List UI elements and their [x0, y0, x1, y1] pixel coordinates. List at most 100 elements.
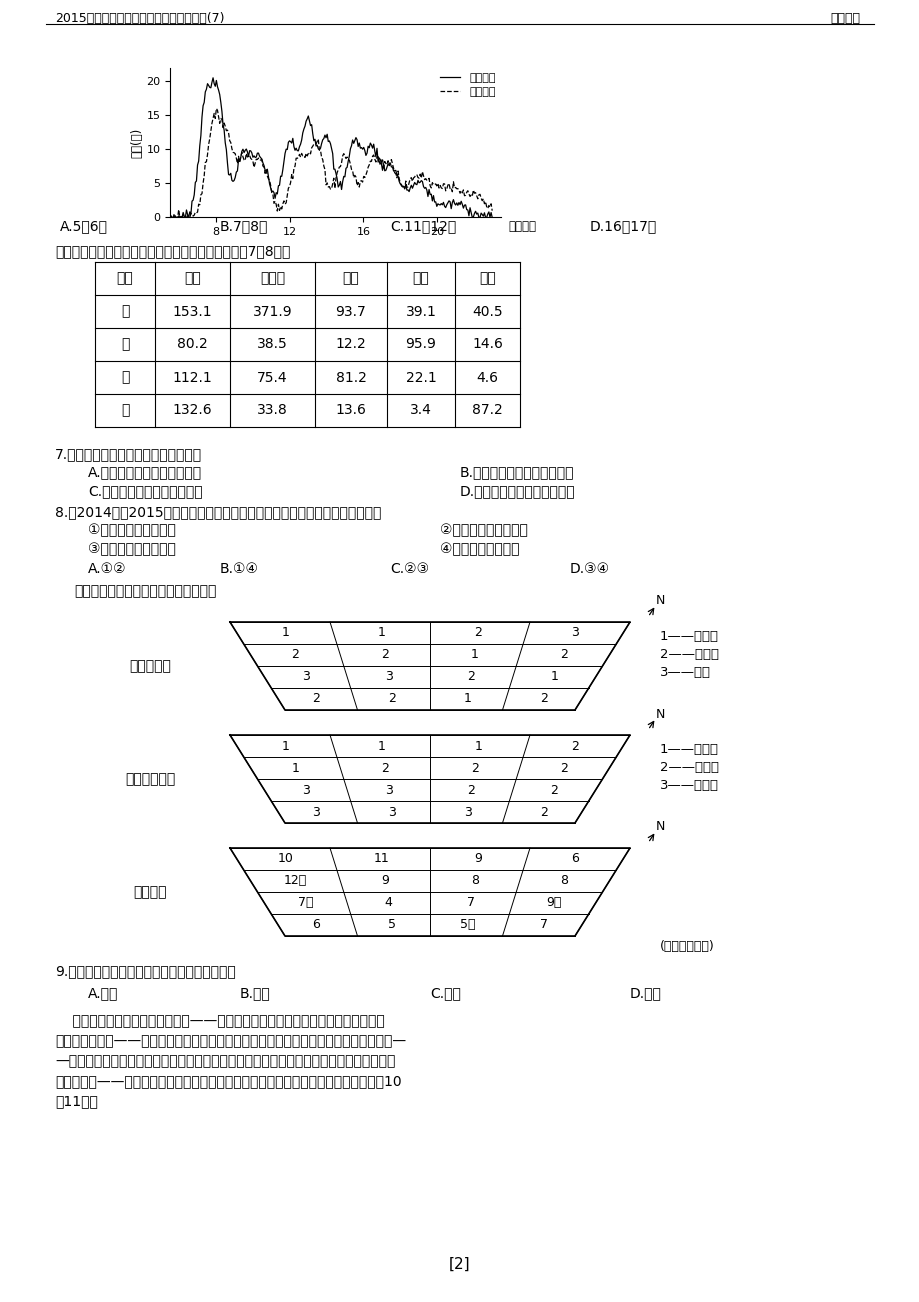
- Text: 原煤: 原煤: [342, 272, 359, 285]
- Text: B.乙处: B.乙处: [240, 986, 270, 1000]
- Text: 2: 2: [539, 806, 547, 819]
- Text: 3: 3: [384, 671, 392, 684]
- Text: 交通线图层: 交通线图层: [129, 659, 171, 673]
- Text: 读某城市相关数据图，回答下列问题。: 读某城市相关数据图，回答下列问题。: [74, 585, 216, 598]
- Text: 87.2: 87.2: [471, 404, 503, 418]
- Text: 2: 2: [571, 740, 578, 753]
- Text: 2: 2: [474, 626, 482, 639]
- Text: 9: 9: [380, 875, 389, 888]
- Text: 7: 7: [539, 918, 548, 931]
- Text: 14.6: 14.6: [471, 337, 503, 352]
- Text: 7丙: 7丙: [298, 897, 313, 910]
- Text: 1: 1: [291, 762, 299, 775]
- Text: D.16～17时: D.16～17时: [589, 219, 656, 233]
- Text: ②航空、物流业将受益: ②航空、物流业将受益: [439, 523, 528, 536]
- Text: 丙: 丙: [120, 371, 129, 384]
- Text: A.①②: A.①②: [88, 562, 127, 575]
- Text: ①利于新能源产业发展: ①利于新能源产业发展: [88, 523, 176, 536]
- Text: 2: 2: [560, 648, 568, 661]
- Text: 8: 8: [471, 875, 478, 888]
- Text: C.②③: C.②③: [390, 562, 428, 575]
- Text: B.7～8时: B.7～8时: [220, 219, 268, 233]
- Text: 2——住宅区: 2——住宅区: [659, 760, 719, 773]
- Text: C.丙处: C.丙处: [429, 986, 460, 1000]
- Text: 3: 3: [384, 784, 392, 797]
- Text: —向上下游延伸价值链，如从加工环节向设计、营销、品牌等环节延伸，提高产品附加值；: —向上下游延伸价值链，如从加工环节向设计、营销、品牌等环节延伸，提高产品附加值；: [55, 1055, 395, 1068]
- Text: ～11题。: ～11题。: [55, 1094, 97, 1108]
- Text: 132.6: 132.6: [173, 404, 212, 418]
- Text: N: N: [654, 820, 664, 833]
- Text: 2015年福建省达标校暑期高二文综集训营(7): 2015年福建省达标校暑期高二文综集训营(7): [55, 12, 224, 25]
- Text: D.丁处: D.丁处: [630, 986, 661, 1000]
- Text: 95.9: 95.9: [405, 337, 436, 352]
- Text: 7.表中甲、乙、丙、丁四个国家分别是: 7.表中甲、乙、丙、丁四个国家分别是: [55, 447, 202, 461]
- Text: 80.2: 80.2: [177, 337, 208, 352]
- Text: 10: 10: [277, 853, 293, 866]
- Text: 地价图层: 地价图层: [133, 885, 166, 898]
- Text: N: N: [654, 595, 664, 608]
- Text: 2: 2: [291, 648, 299, 661]
- Text: 39.1: 39.1: [405, 305, 436, 319]
- Text: 3: 3: [388, 806, 395, 819]
- Text: C.11～12时: C.11～12时: [390, 219, 456, 233]
- Text: 75.4: 75.4: [257, 371, 288, 384]
- Text: 8: 8: [560, 875, 568, 888]
- Text: 1——主干道: 1——主干道: [659, 630, 719, 643]
- Text: 1: 1: [281, 626, 289, 639]
- Text: 2: 2: [312, 693, 320, 706]
- Text: 3: 3: [463, 806, 471, 819]
- Text: 1: 1: [281, 740, 289, 753]
- Text: 3.4: 3.4: [410, 404, 431, 418]
- Text: D.③④: D.③④: [570, 562, 609, 575]
- Text: ③相关制造业成本下降: ③相关制造业成本下降: [88, 542, 176, 556]
- Text: 81.2: 81.2: [335, 371, 366, 384]
- Text: 跨行业升级——利用在原行业的某种优势进入新行业。读两种不同产业价值链图，回答10: 跨行业升级——利用在原行业的某种优势进入新行业。读两种不同产业价值链图，回答10: [55, 1074, 402, 1088]
- Legend: 借车数址, 还车数址: 借车数址, 还车数址: [440, 73, 495, 96]
- Text: 国家: 国家: [117, 272, 133, 285]
- Text: 1: 1: [378, 740, 385, 753]
- Text: 153.1: 153.1: [173, 305, 212, 319]
- Text: 2: 2: [550, 784, 558, 797]
- Text: 2——次干道: 2——次干道: [659, 648, 719, 661]
- Text: 提高；产品升级——改进老产品，推出新产品，使产品复杂化、单位价值提高；功能升级—: 提高；产品升级——改进老产品，推出新产品，使产品复杂化、单位价值提高；功能升级—: [55, 1034, 405, 1048]
- Text: 4.6: 4.6: [476, 371, 498, 384]
- Text: 5: 5: [388, 918, 395, 931]
- Text: 北京时间: 北京时间: [507, 220, 536, 233]
- Text: B.①④: B.①④: [220, 562, 259, 575]
- Text: 2: 2: [380, 762, 389, 775]
- Text: 1: 1: [463, 693, 471, 706]
- Text: B.俄罗斯、法国、德国、巴西: B.俄罗斯、法国、德国、巴西: [460, 465, 573, 479]
- Text: C.德国、巴西、俄罗斯、法国: C.德国、巴西、俄罗斯、法国: [88, 484, 202, 497]
- Y-axis label: 数址(辆): 数址(辆): [130, 128, 143, 158]
- Text: 3: 3: [301, 784, 310, 797]
- Text: 2: 2: [467, 671, 475, 684]
- Text: 下表中四个国家某年百万吨石油当量消耗情况，回答7～8题。: 下表中四个国家某年百万吨石油当量消耗情况，回答7～8题。: [55, 243, 290, 258]
- Text: 8.从2014年到2015年国际原油不断下跌，下列关于油价下跌的影响，合理的是: 8.从2014年到2015年国际原油不断下跌，下列关于油价下跌的影响，合理的是: [55, 505, 381, 519]
- Text: 3: 3: [312, 806, 320, 819]
- Text: 2: 2: [388, 693, 395, 706]
- Text: 38.5: 38.5: [256, 337, 288, 352]
- Text: 功能分区图层: 功能分区图层: [125, 772, 175, 786]
- Text: 22.1: 22.1: [405, 371, 436, 384]
- Text: N: N: [654, 707, 664, 720]
- Text: (单位：十万元): (单位：十万元): [659, 940, 714, 953]
- Text: 3: 3: [301, 671, 310, 684]
- Text: 天然气: 天然气: [260, 272, 285, 285]
- Text: 9: 9: [474, 853, 482, 866]
- Text: 12乙: 12乙: [284, 875, 307, 888]
- Text: 3——支路: 3——支路: [659, 667, 710, 680]
- Text: 丁: 丁: [120, 404, 129, 418]
- Text: 乙: 乙: [120, 337, 129, 352]
- Text: 4: 4: [384, 897, 392, 910]
- Text: 企业升级有四种方式：工艺升级——引入新工艺、新技术、新流程，促进生产效率: 企业升级有四种方式：工艺升级——引入新工艺、新技术、新流程，促进生产效率: [55, 1014, 384, 1029]
- Text: 12.2: 12.2: [335, 337, 366, 352]
- Text: 6: 6: [312, 918, 320, 931]
- Text: 3——工业区: 3——工业区: [659, 779, 719, 792]
- Text: 2: 2: [560, 762, 568, 775]
- Text: 2: 2: [467, 784, 475, 797]
- Text: 1: 1: [471, 648, 478, 661]
- Text: 371.9: 371.9: [253, 305, 292, 319]
- Text: 7: 7: [467, 897, 475, 910]
- Text: 6: 6: [571, 853, 578, 866]
- Text: 40.5: 40.5: [471, 305, 503, 319]
